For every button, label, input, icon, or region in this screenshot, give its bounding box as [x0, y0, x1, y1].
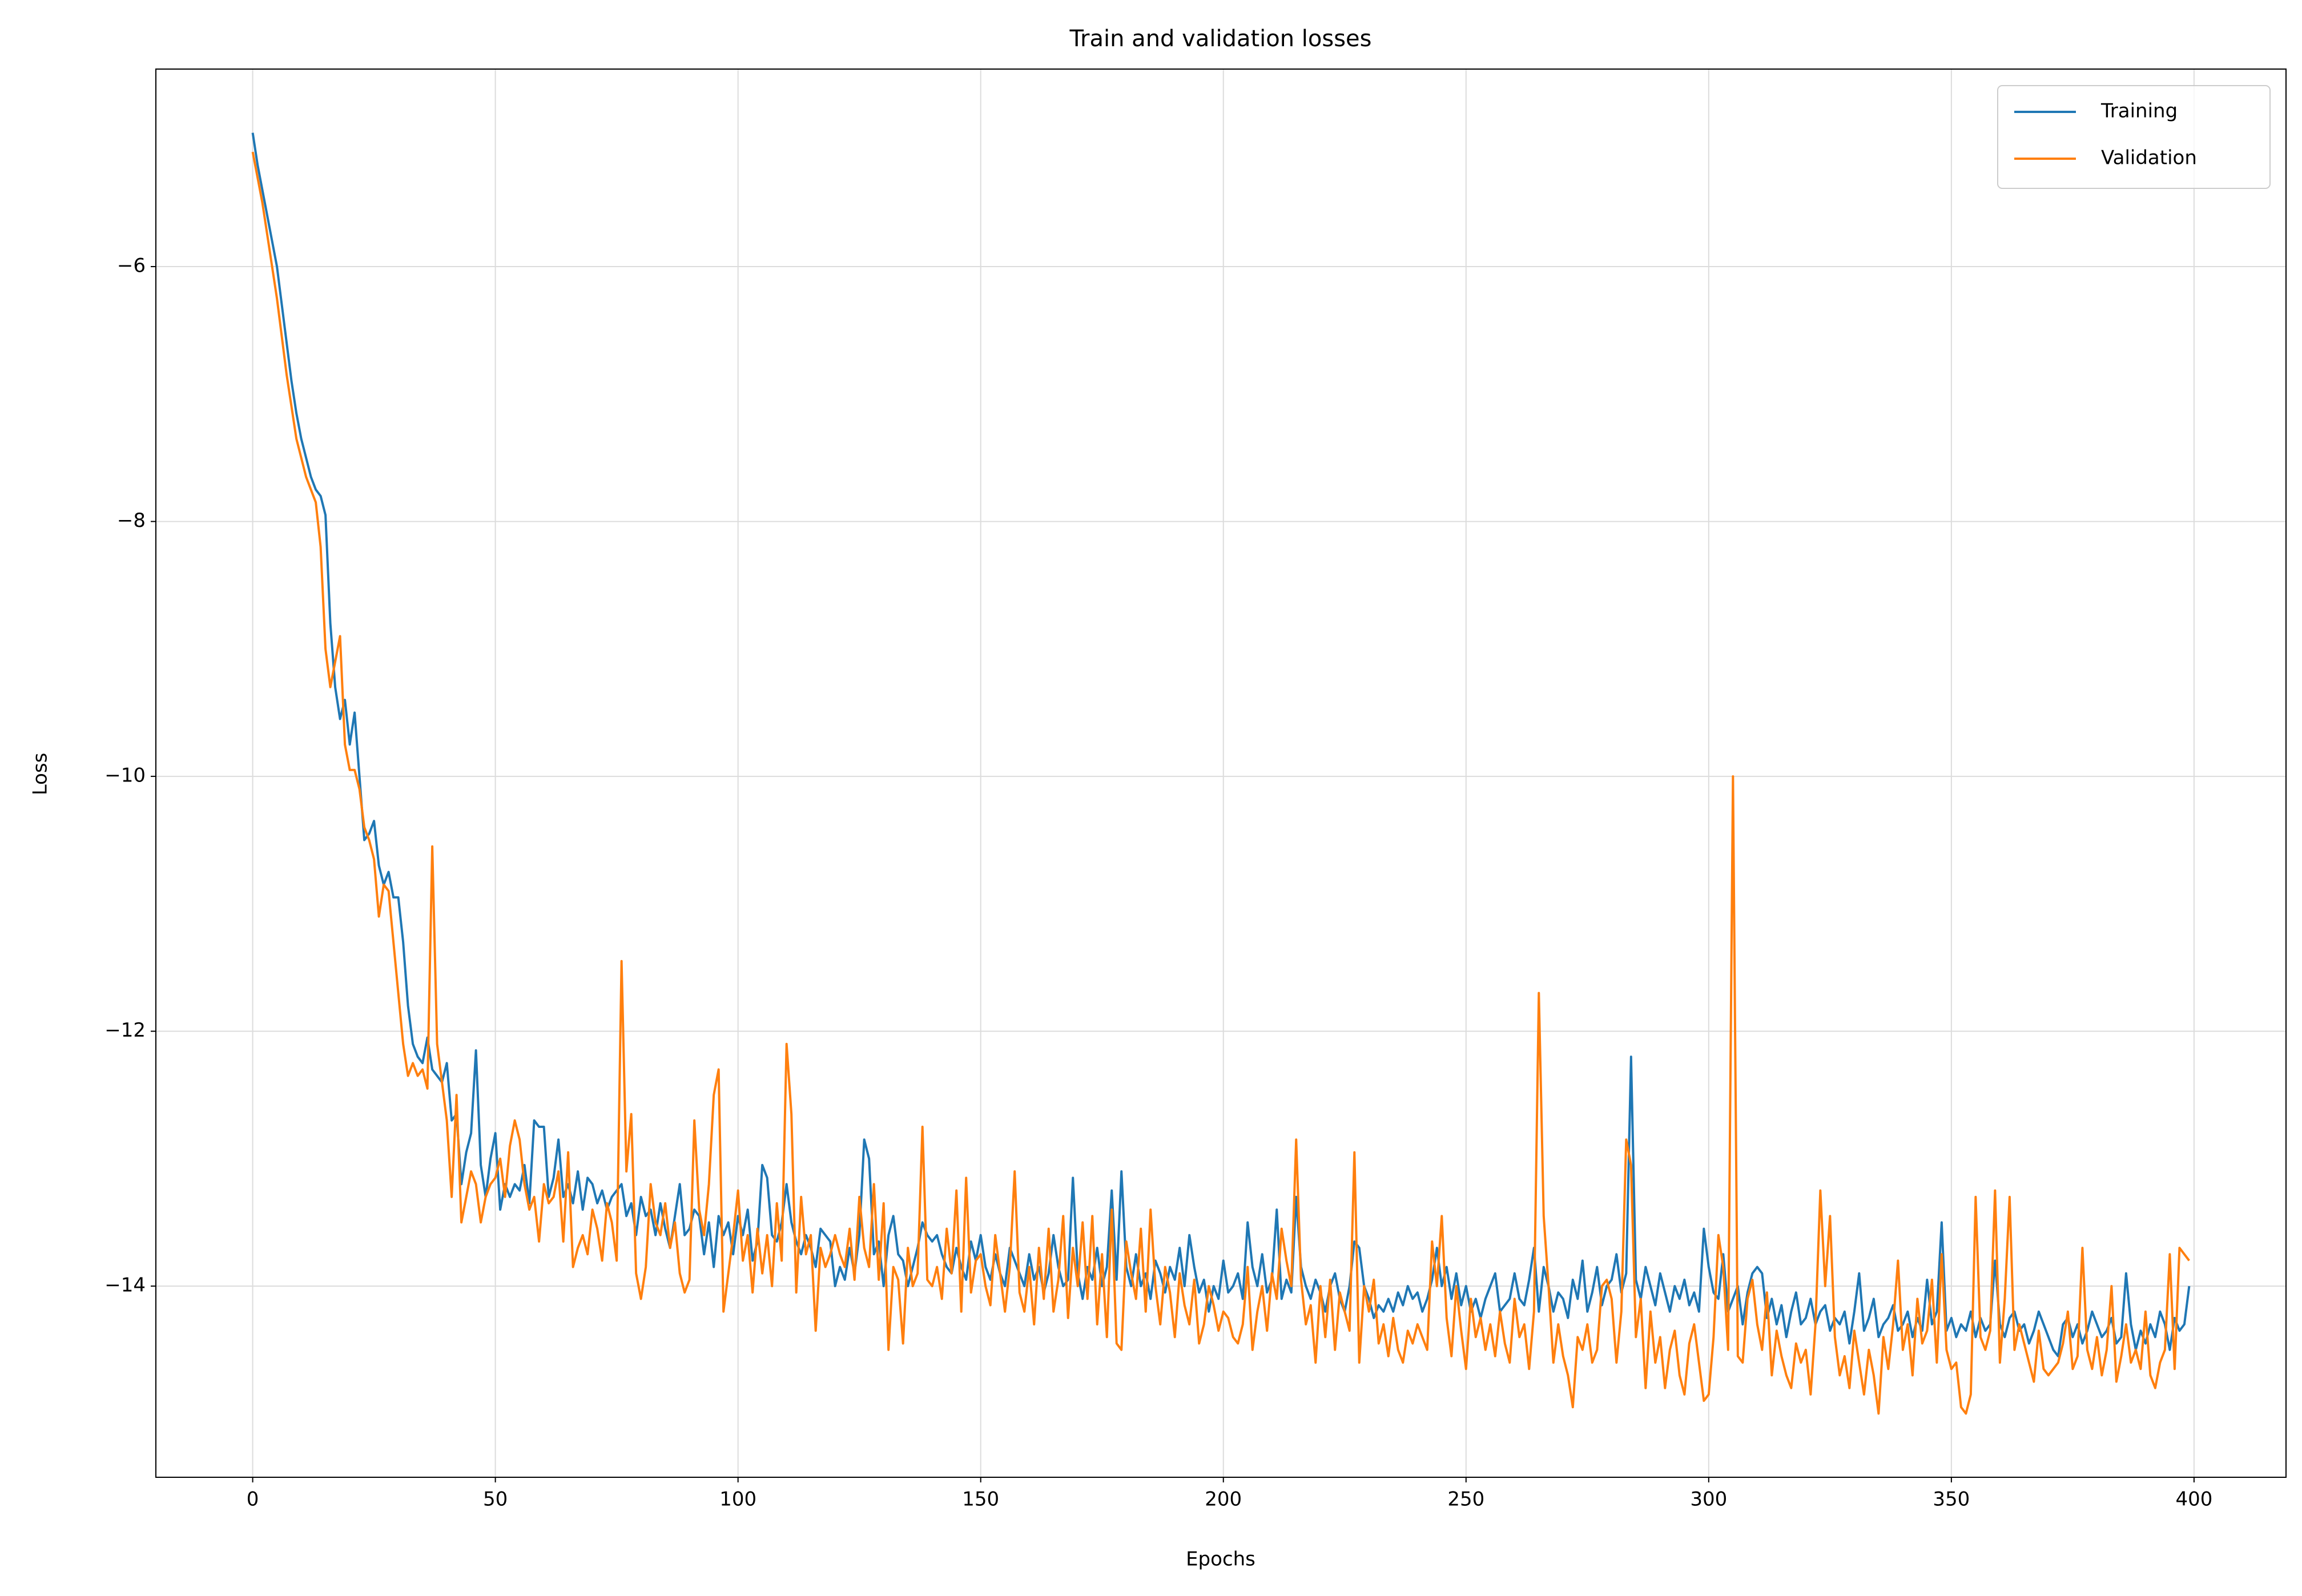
data-line — [251, 151, 2191, 1415]
x-tick-label: 250 — [1447, 1488, 1484, 1511]
y-tick-label: −10 — [104, 764, 146, 787]
legend-label: Training — [2100, 100, 2178, 123]
y-tick-label: −14 — [104, 1274, 146, 1297]
x-tick-label: 350 — [1933, 1488, 1970, 1511]
x-tick-label: 400 — [2175, 1488, 2212, 1511]
y-axis-label: Loss — [29, 753, 52, 796]
x-tick-label: 0 — [247, 1488, 259, 1511]
x-tick-label: 150 — [962, 1488, 999, 1511]
plot-frame — [155, 68, 2287, 1478]
x-tick-label: 300 — [1690, 1488, 1727, 1511]
data-line — [251, 132, 2191, 1357]
y-tick-label: −6 — [117, 255, 146, 277]
y-tick-label: −8 — [117, 509, 146, 532]
chart-title: Train and validation losses — [1069, 26, 1371, 52]
x-axis-label: Epochs — [1186, 1548, 1255, 1571]
y-tick-label: −12 — [104, 1019, 146, 1042]
legend-label: Validation — [2101, 147, 2197, 170]
x-tick-label: 50 — [483, 1488, 508, 1511]
x-tick-label: 200 — [1205, 1488, 1242, 1511]
x-tick-label: 100 — [719, 1488, 756, 1511]
